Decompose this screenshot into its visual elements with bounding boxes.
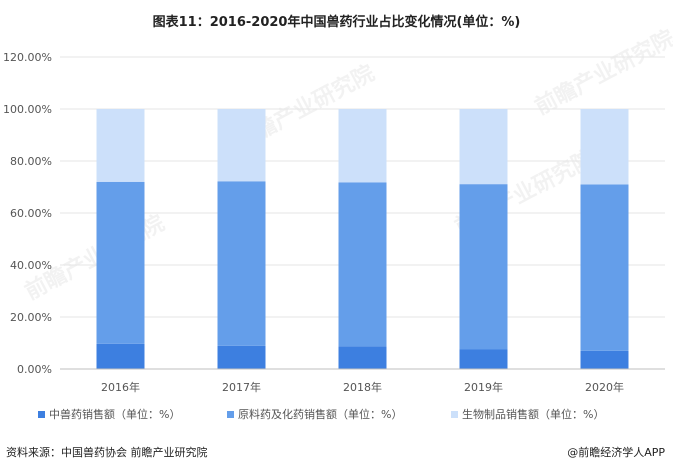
bars — [96, 109, 629, 369]
y-tick-label: 40.00% — [10, 259, 52, 272]
bar-segment-1 — [338, 346, 387, 369]
bar-segment-3 — [217, 109, 266, 182]
y-tick-label: 60.00% — [10, 207, 52, 220]
legend: 中兽药销售额（单位：%） 原料药及化药销售额（单位：%） 生物制品销售额（单位：%） — [38, 407, 604, 421]
legend-label: 原料药及化药销售额（单位：%） — [238, 407, 402, 421]
x-tick-label: 2016年 — [101, 380, 140, 394]
bar-segment-1 — [217, 345, 266, 369]
y-tick-label: 20.00% — [10, 311, 52, 324]
credit-note: @前瞻经济学人APP — [567, 446, 665, 459]
bar-segment-2 — [459, 184, 508, 350]
bar-segment-3 — [459, 109, 508, 185]
legend-label: 生物制品销售额（单位：%） — [462, 407, 604, 421]
bar-segment-3 — [338, 109, 387, 183]
bar-segment-1 — [459, 349, 508, 369]
legend-swatch — [38, 411, 45, 418]
bar-segment-1 — [96, 343, 145, 369]
x-tick-label: 2017年 — [222, 380, 261, 394]
x-tick-label: 2019年 — [464, 380, 503, 394]
y-tick-label: 0.00% — [17, 363, 52, 376]
legend-swatch — [451, 411, 458, 418]
bar-segment-3 — [580, 109, 629, 185]
chart-title: 图表11：2016-2020年中国兽药行业占比变化情况(单位：%) — [152, 15, 521, 30]
legend-label: 中兽药销售额（单位：%） — [49, 407, 180, 421]
watermark-text: 前瞻产业研究院 — [21, 210, 169, 305]
bar-segment-2 — [580, 184, 629, 351]
bar-segment-3 — [96, 109, 145, 182]
bar-segment-1 — [580, 350, 629, 369]
source-note: 资料来源：中国兽药协会 前瞻产业研究院 — [6, 446, 208, 459]
y-tick-label: 80.00% — [10, 155, 52, 168]
bar-segment-2 — [217, 181, 266, 346]
bar-segment-2 — [338, 182, 387, 347]
y-tick-label: 100.00% — [3, 103, 52, 116]
axes: 0.00% 20.00% 40.00% 60.00% 80.00% 100.00% 120.… — [3, 51, 665, 394]
x-tick-label: 2020年 — [585, 380, 624, 394]
bar-segment-2 — [96, 181, 145, 344]
legend-swatch — [227, 411, 234, 418]
watermark-text: 前瞻产业研究院 — [531, 25, 673, 120]
x-tick-label: 2018年 — [343, 380, 382, 394]
y-tick-label: 120.00% — [3, 51, 52, 64]
